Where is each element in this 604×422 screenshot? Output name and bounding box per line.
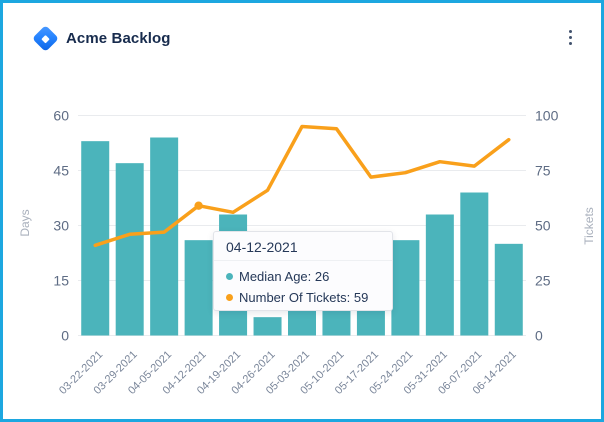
menu-dot: [568, 41, 572, 45]
left-axis-tick-label: 15: [53, 273, 69, 289]
median-age-bar[interactable]: [253, 317, 282, 336]
right-axis-tick-label: 75: [535, 163, 551, 179]
right-axis-title: Tickets: [582, 207, 596, 245]
tooltip-row-text: Number Of Tickets: 59: [239, 290, 369, 305]
median-age-bar[interactable]: [391, 240, 420, 336]
median-age-bar[interactable]: [150, 137, 179, 336]
median-age-bar[interactable]: [115, 163, 144, 336]
right-axis-tick-label: 0: [535, 328, 543, 344]
median-age-bar[interactable]: [184, 240, 213, 336]
left-axis-tick-label: 45: [53, 163, 69, 179]
left-axis-title: Days: [18, 209, 32, 237]
right-axis-tick-label: 25: [535, 273, 551, 289]
median-age-bar[interactable]: [356, 309, 385, 336]
left-axis-tick-label: 0: [61, 328, 69, 344]
page-title: Acme Backlog: [66, 29, 171, 47]
menu-dot: [568, 35, 572, 39]
median-age-bar[interactable]: [322, 309, 351, 336]
series-dot-icon: [226, 273, 233, 280]
more-options-icon[interactable]: [563, 27, 577, 47]
median-age-bar[interactable]: [81, 141, 110, 336]
median-age-bar[interactable]: [288, 309, 316, 336]
chart-tooltip: 04-12-2021 Median Age: 26 Number Of Ticke…: [213, 231, 393, 311]
left-axis-tick-label: 60: [53, 108, 69, 124]
active-point-marker-icon[interactable]: [194, 201, 203, 210]
tooltip-row: Number Of Tickets: 59: [226, 287, 380, 308]
median-age-bar[interactable]: [494, 243, 523, 336]
menu-dot: [568, 29, 572, 33]
tooltip-date: 04-12-2021: [214, 232, 392, 261]
card-header: Acme Backlog: [32, 24, 583, 52]
tooltip-row: Median Age: 26: [226, 266, 380, 287]
tickets-line[interactable]: [93, 124, 511, 248]
right-axis-tick-label: 100: [535, 108, 559, 124]
series-dot-icon: [226, 294, 233, 301]
median-age-bar[interactable]: [425, 214, 454, 336]
tooltip-row-text: Median Age: 26: [239, 269, 330, 284]
tooltip-rows: Median Age: 26 Number Of Tickets: 59: [214, 261, 392, 308]
left-axis-tick-label: 30: [53, 218, 69, 234]
right-axis-tick-label: 50: [535, 218, 551, 234]
median-age-bar[interactable]: [460, 192, 489, 336]
